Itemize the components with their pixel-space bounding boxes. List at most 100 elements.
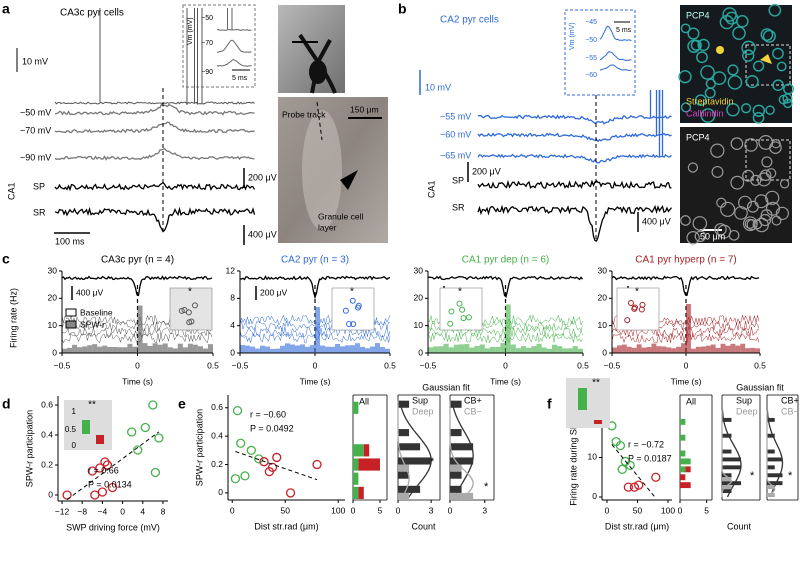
cell [700,108,716,123]
fit-curve [399,400,432,501]
hist-bar [531,346,537,353]
trace [599,64,632,71]
hist-bar [245,345,250,353]
x-tick-label: 0 [448,505,453,515]
label: 400 μV [76,287,103,297]
cell [759,169,772,181]
label: −50 [201,15,213,22]
x-tick-label: 0 [396,505,401,515]
point [90,490,100,500]
hist-bar [380,347,385,353]
fit-curve [721,409,742,498]
cell [741,103,752,114]
panel-label: e [178,396,186,412]
hist-bar [720,343,726,353]
hist-bar [453,344,459,353]
hist-bar [157,344,163,353]
hist-bar [300,344,305,353]
label: CB− [781,406,799,416]
hist-bar [345,345,350,353]
cell [765,201,780,216]
label: CA1 [6,182,16,200]
cell [727,75,743,90]
hist-bar [305,346,310,353]
hist-bar [484,348,490,353]
label: 30 [414,265,424,275]
cell [680,23,691,34]
label: All [359,396,369,406]
cell [711,165,724,178]
trace [599,25,632,42]
point [254,454,264,464]
trace [599,51,632,61]
hist-bar [177,343,183,353]
hist-bar [722,433,732,438]
hist-bar [621,344,627,353]
hist-bar [448,347,454,353]
hist-bar [310,345,315,353]
hist-bar [459,344,465,353]
inset-dot [346,320,353,327]
inset-dot [355,304,362,311]
hist-bar [767,493,775,497]
label: −45 [585,19,597,26]
hist-bar [567,348,573,353]
inset-dot [178,307,185,314]
hist-bar [680,434,686,441]
cell [686,231,700,245]
hist-bar [265,346,270,353]
cell [680,102,692,113]
hist-bar [290,344,295,353]
cell [758,135,774,150]
hist-bar [577,348,583,353]
hist-bar [767,417,775,422]
cell [726,103,740,117]
label: 0 [313,360,318,370]
plot-title: CA1 pyr hyperp (n = 7) [635,255,736,266]
inset-dot [342,307,349,314]
inset [566,378,610,428]
stat: r = −0.72 [628,439,664,449]
label: −60 [585,72,597,79]
label: −70 mV [20,125,51,135]
trace [54,206,256,233]
hist-bar [661,346,667,353]
hist-bar [360,346,365,353]
label: * [188,287,192,298]
trace [427,332,583,344]
hist-bar [353,458,359,471]
panel-label: a [2,1,10,17]
hist-bar [132,346,138,353]
point [617,464,627,474]
hist-bar [162,343,168,353]
fluorescence-image [680,127,792,243]
label: layer [318,222,337,232]
hist-bar [700,346,706,353]
hist-bar [285,343,290,353]
inset-dot [631,305,638,312]
point [285,488,296,498]
label: −90 [201,69,213,76]
hist-bar [450,443,474,451]
trace [54,121,255,134]
label: 100 ms [55,236,85,246]
hist-bar [680,474,686,481]
label: 0 [135,360,140,370]
y-tick-label: 0.6 [41,399,53,409]
box [594,420,602,424]
x-tick-label: 0 [678,505,683,515]
label: 30 [598,265,608,275]
hist-bar [680,466,686,473]
label: 4 [230,320,235,330]
label: 10 [414,320,424,330]
hist-bar [722,465,741,470]
label: 0 [602,347,607,357]
label: 50 μm [700,231,725,241]
x-tick-label: 8 [161,506,166,516]
hist-bar [97,346,103,353]
hist-bar [450,429,462,437]
label: * [484,481,489,493]
hist-bar [270,348,275,353]
label: 10 mV [22,56,48,66]
label: −50 [585,37,597,44]
